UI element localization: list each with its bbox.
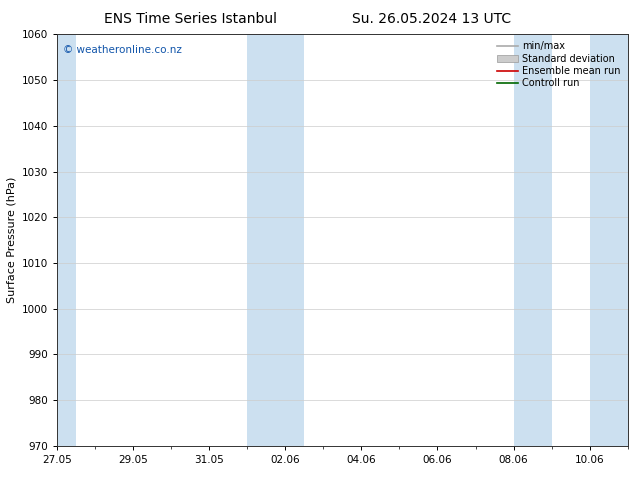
Legend: min/max, Standard deviation, Ensemble mean run, Controll run: min/max, Standard deviation, Ensemble me… (493, 37, 624, 92)
Bar (590, 34, 628, 446)
Text: Su. 26.05.2024 13 UTC: Su. 26.05.2024 13 UTC (352, 12, 510, 26)
Bar (247, 34, 304, 446)
Text: ENS Time Series Istanbul: ENS Time Series Istanbul (104, 12, 276, 26)
Bar (514, 34, 552, 446)
Text: © weatheronline.co.nz: © weatheronline.co.nz (63, 45, 181, 54)
Bar (57, 34, 76, 446)
Y-axis label: Surface Pressure (hPa): Surface Pressure (hPa) (6, 177, 16, 303)
